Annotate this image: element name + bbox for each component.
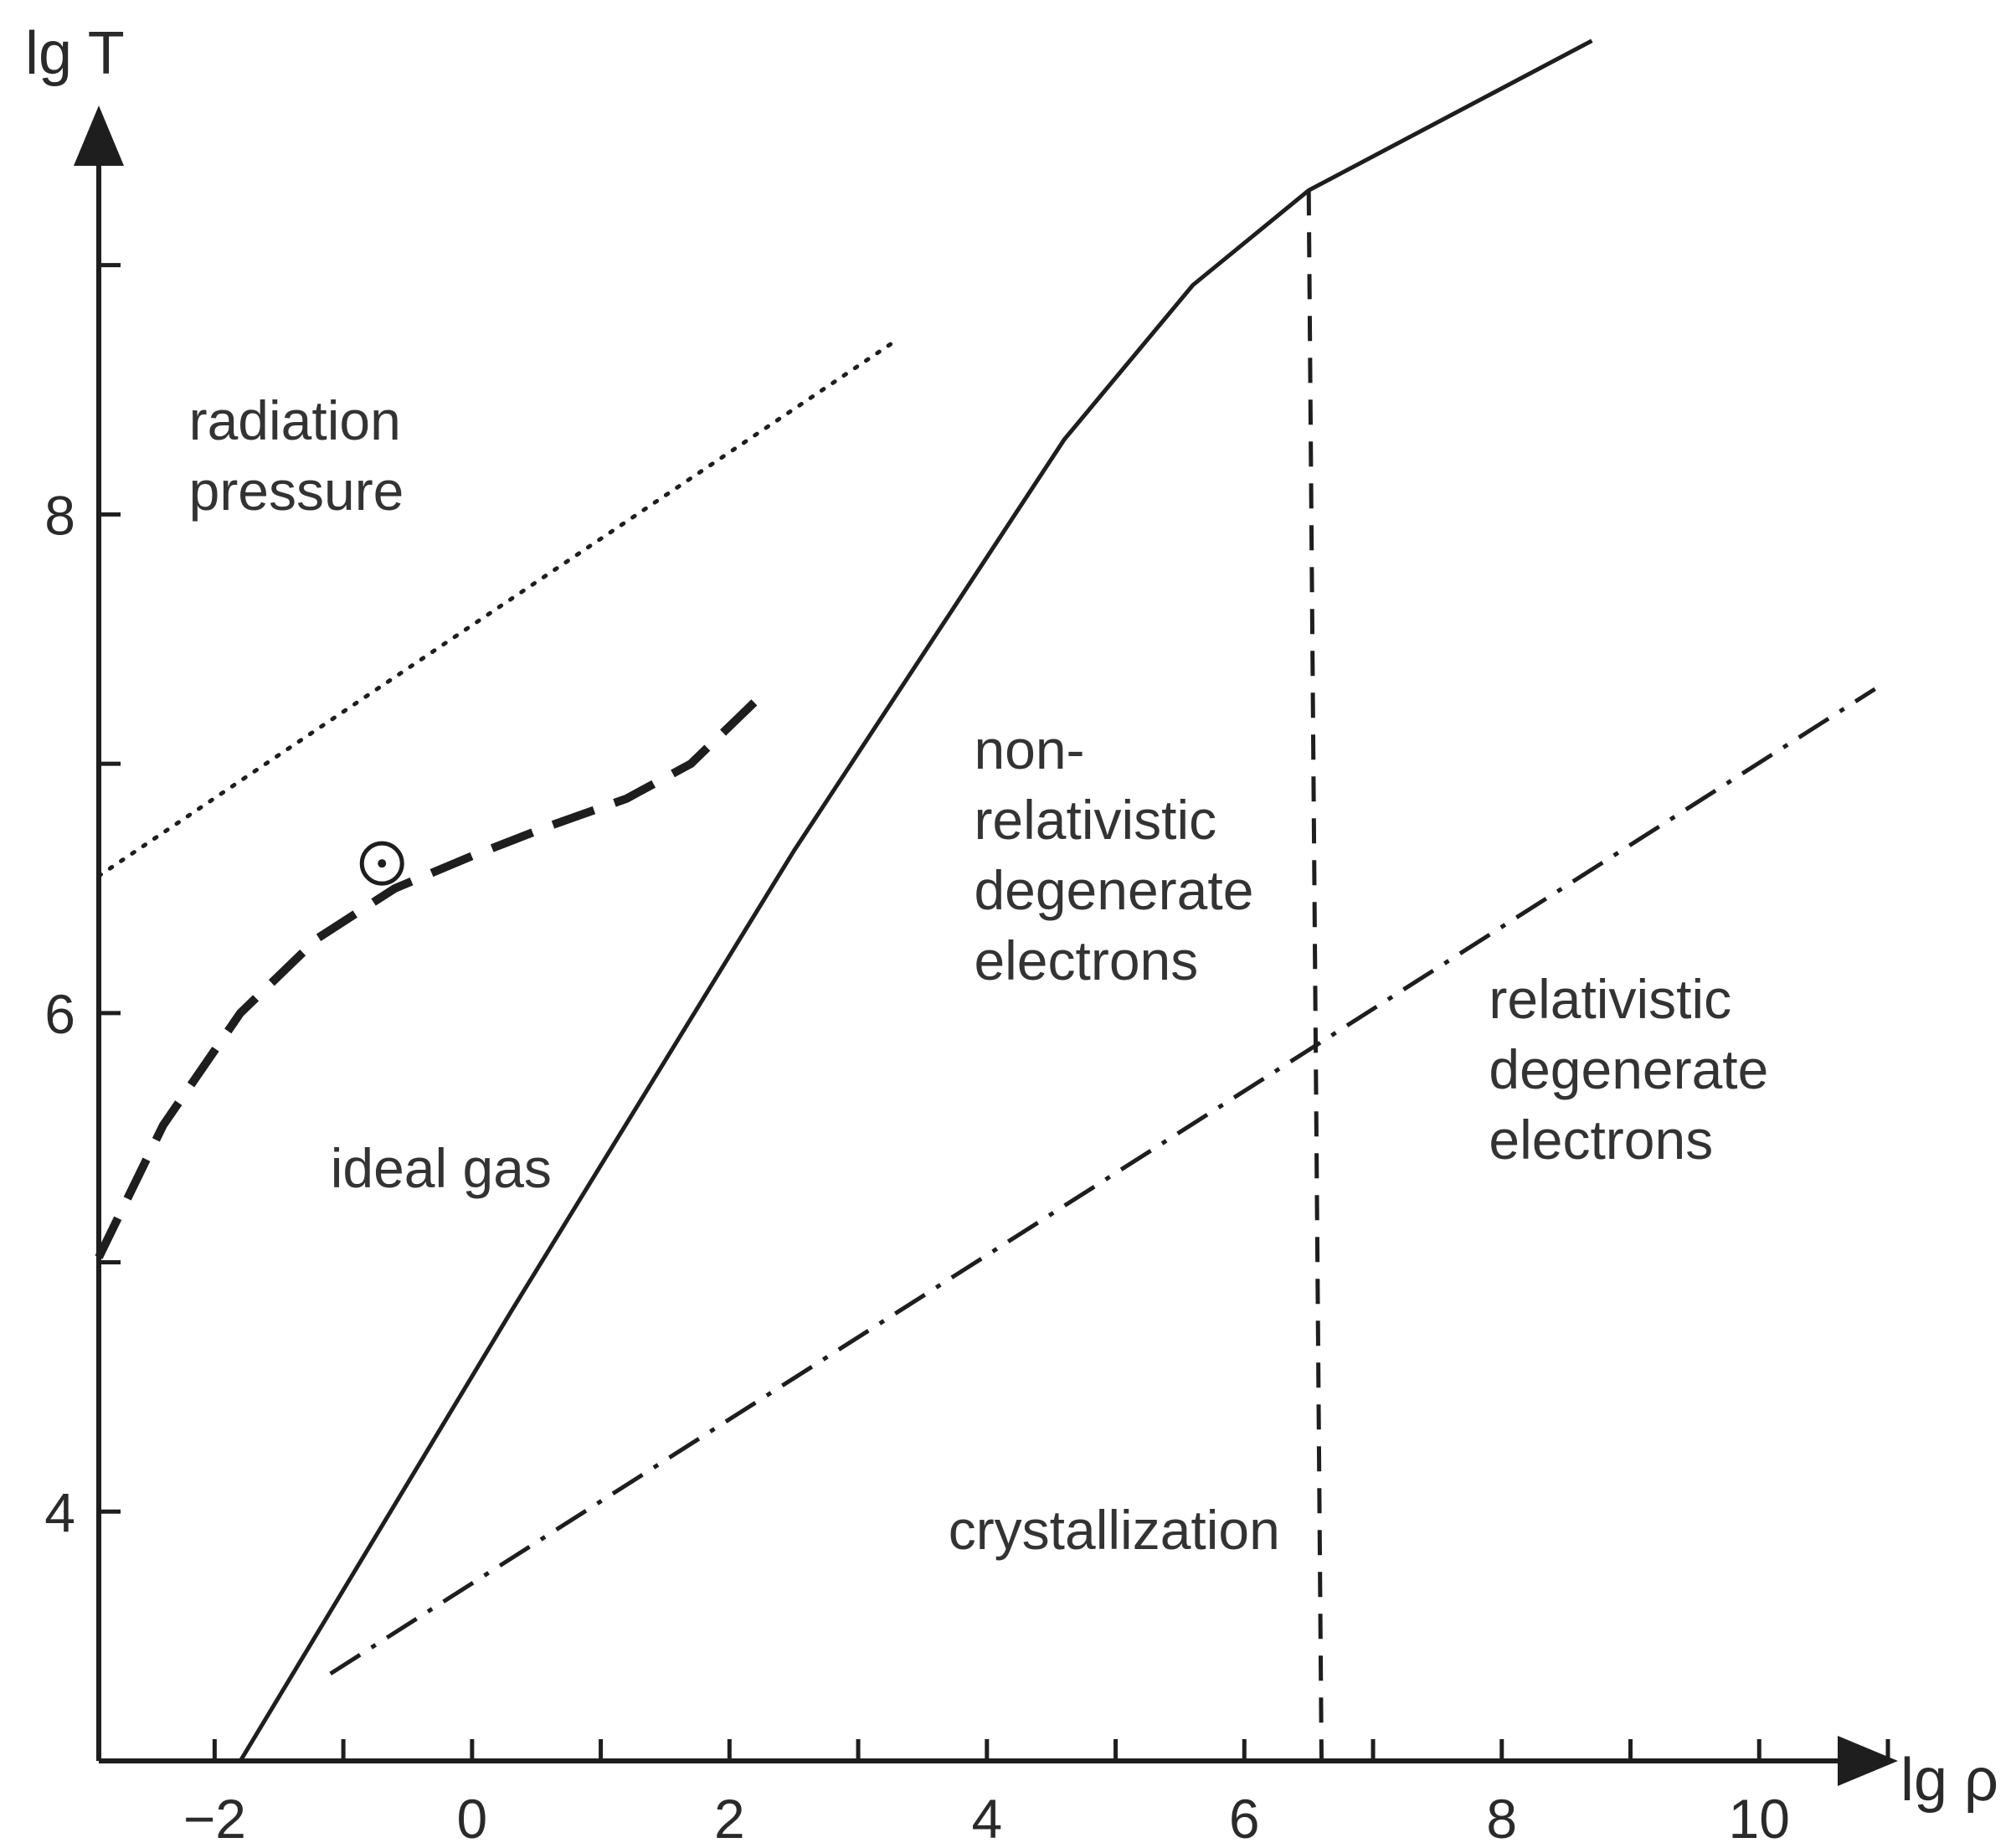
dashed-sun-track [95,698,759,1259]
dashed-relativistic-boundary [1306,190,1324,1762]
y-tick-label: 8 [44,484,75,546]
x-axis-label: lg ρ [1900,1747,1998,1814]
region-label: relativistic degenerate electrons [1489,968,1768,1171]
region-label: radiation pressure [189,389,404,522]
x-tick-label: 0 [456,1788,487,1848]
region-label: crystallization [949,1499,1280,1561]
y-tick-label: 6 [44,983,75,1045]
x-tick-label: 6 [1229,1788,1260,1848]
region-label-line: relativistic [974,789,1216,851]
region-label: non-relativistic degenerate electrons [974,718,1253,991]
region-label-line: degenerate [1489,1038,1768,1100]
region-label-line: ideal gas [331,1137,552,1199]
x-tick-label: −2 [183,1788,246,1848]
region-label-line: non- [974,718,1084,780]
sun-marker-icon [359,841,404,886]
dotted-radiation-line [96,337,899,878]
region-label-line: pressure [189,460,404,522]
y-tick-label: 4 [44,1481,75,1543]
x-tick-label: 2 [714,1788,745,1848]
x-tick-label: 8 [1486,1788,1517,1848]
region-label-line: degenerate [974,859,1253,921]
x-tick-label: 10 [1729,1788,1790,1848]
region-label-line: radiation [189,389,401,451]
x-tick-label: 4 [971,1788,1002,1848]
region-label-line: electrons [974,929,1198,991]
y-axis-label: lg T [25,20,125,87]
region-label-line: electrons [1489,1109,1713,1171]
solid-degeneracy-line [238,39,1593,1763]
dash-dot-crystallization-line [329,687,1876,1676]
region-label: ideal gas [331,1137,552,1199]
region-label-line: relativistic [1489,968,1731,1030]
region-label-line: crystallization [949,1499,1280,1561]
